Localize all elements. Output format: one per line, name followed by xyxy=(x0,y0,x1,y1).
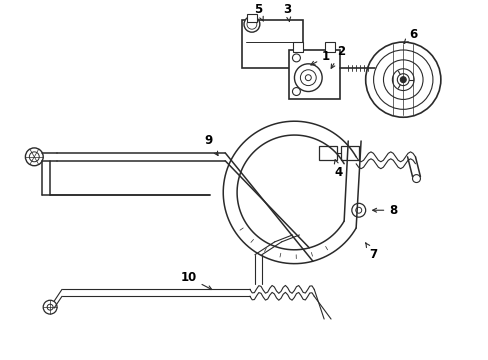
Text: 10: 10 xyxy=(180,271,211,289)
Circle shape xyxy=(383,60,422,99)
Circle shape xyxy=(47,304,53,310)
Text: 1: 1 xyxy=(310,50,329,65)
Text: 8: 8 xyxy=(372,204,397,217)
Circle shape xyxy=(351,203,365,217)
Bar xyxy=(242,20,303,68)
Text: 7: 7 xyxy=(365,243,377,261)
Circle shape xyxy=(397,74,408,86)
Bar xyxy=(288,50,339,99)
Circle shape xyxy=(300,70,316,86)
Text: 5: 5 xyxy=(253,3,263,21)
Text: 4: 4 xyxy=(334,160,343,179)
Circle shape xyxy=(373,50,432,109)
Circle shape xyxy=(43,300,57,314)
Bar xyxy=(246,14,256,22)
Bar xyxy=(325,42,334,52)
Circle shape xyxy=(292,54,300,62)
Text: 9: 9 xyxy=(204,135,218,156)
Bar xyxy=(319,146,336,160)
Text: 6: 6 xyxy=(403,28,416,43)
Circle shape xyxy=(246,19,256,29)
Text: 2: 2 xyxy=(330,45,345,68)
Circle shape xyxy=(365,42,440,117)
Circle shape xyxy=(400,77,406,83)
Circle shape xyxy=(244,16,259,32)
Text: 3: 3 xyxy=(283,3,291,22)
Circle shape xyxy=(305,75,311,81)
Circle shape xyxy=(29,152,39,162)
Circle shape xyxy=(412,175,420,183)
Bar xyxy=(293,42,303,52)
Circle shape xyxy=(391,69,413,90)
Circle shape xyxy=(292,87,300,95)
Circle shape xyxy=(355,207,361,213)
Circle shape xyxy=(25,148,43,166)
Bar xyxy=(340,146,358,160)
Circle shape xyxy=(294,64,322,91)
